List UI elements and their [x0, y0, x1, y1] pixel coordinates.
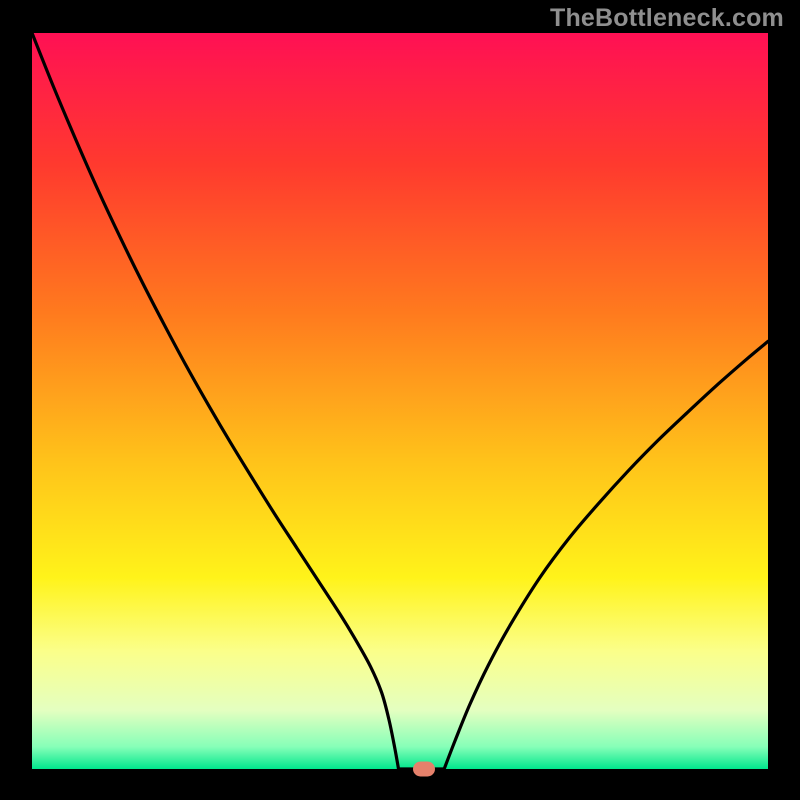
bottleneck-curve: [32, 33, 768, 769]
attribution-text: TheBottleneck.com: [550, 4, 784, 33]
chart-container: { "attribution": { "text": "TheBottlenec…: [0, 0, 800, 800]
optimum-marker: [413, 762, 435, 777]
plot-area: [32, 33, 768, 769]
curve-path: [32, 33, 768, 771]
